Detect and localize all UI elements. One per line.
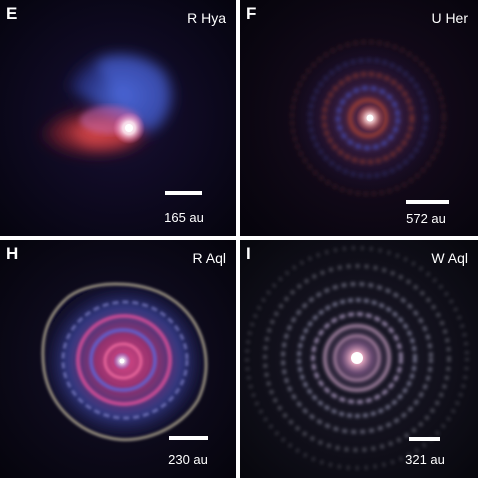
panel-h: H R Aql 230 au [0,240,236,478]
panel-e-letter: E [6,4,18,23]
panel-h-scale-label: 230 au [168,452,208,467]
panel-f-scale-bar [406,200,449,204]
panel-e-star-name: R Hya [187,10,226,26]
panel-f-letter: F [246,4,257,23]
panel-i: I W Aql 321 au [240,240,478,478]
panel-f: F U Her 572 au [240,0,478,236]
r-hya-nebula-image [0,0,236,236]
u-her-shell-image [240,0,478,236]
panel-f-scale-label: 572 au [406,211,446,226]
panel-i-scale-bar [409,437,440,441]
r-aql-shell-image [0,240,236,478]
panel-i-scale-label: 321 au [405,452,445,467]
panel-i-letter: I [246,244,251,263]
w-aql-shell-image [240,240,478,478]
panel-h-letter: H [6,244,19,263]
panel-e: E R Hya 165 au [0,0,236,236]
panel-e-scale-label: 165 au [164,210,204,225]
panel-h-star-name: R Aql [192,250,226,266]
panel-e-scale-bar [165,191,202,195]
panel-f-star-name: U Her [431,10,468,26]
panel-h-scale-bar [169,436,208,440]
panel-i-star-name: W Aql [431,250,468,266]
